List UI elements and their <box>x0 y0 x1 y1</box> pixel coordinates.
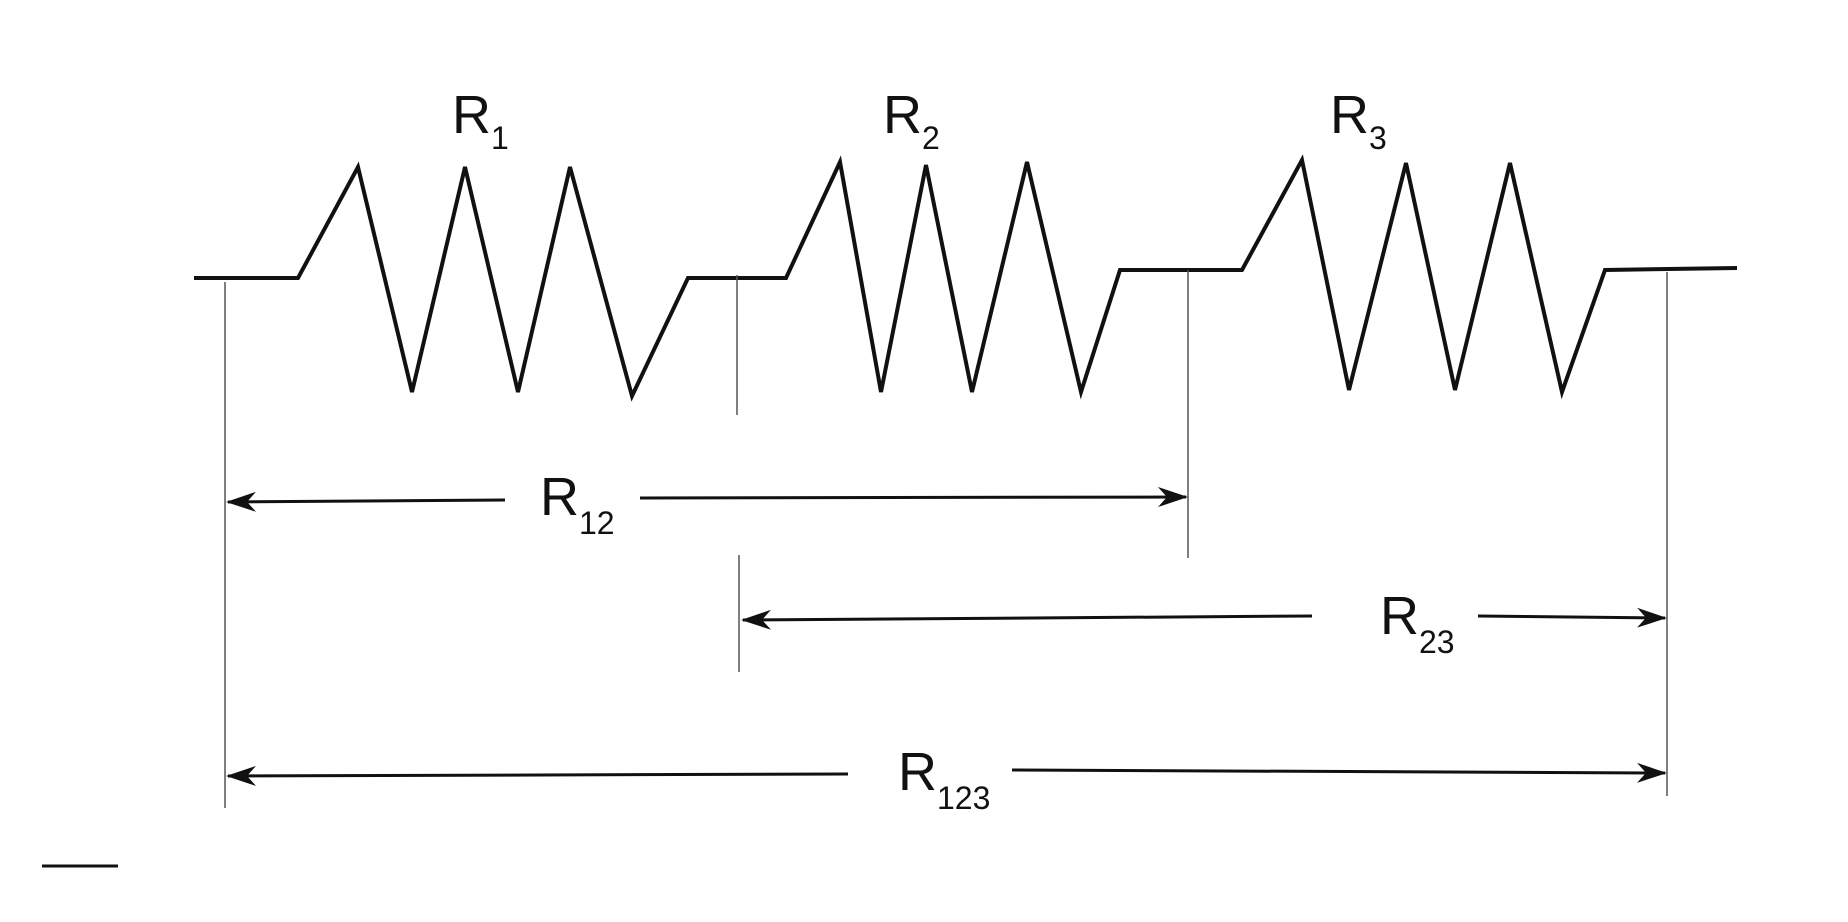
label-r123-symbol: R <box>898 742 937 802</box>
label-r12-subscript: 12 <box>579 505 615 541</box>
label-r12: R12 <box>540 467 615 541</box>
label-r123: R123 <box>898 742 990 816</box>
r123-arrow-right <box>1011 762 1667 783</box>
label-r23-subscript: 23 <box>1419 624 1455 660</box>
label-r2: R2 <box>883 85 940 156</box>
r123-arrow-left <box>226 765 849 786</box>
label-r1-symbol: R <box>452 85 491 145</box>
r12-arrow-right <box>639 487 1188 508</box>
r12-arrow-left <box>226 491 506 512</box>
label-r2-subscript: 2 <box>922 120 940 156</box>
label-r3-symbol: R <box>1330 85 1369 145</box>
label-r3: R3 <box>1330 85 1387 156</box>
label-r1: R1 <box>452 85 509 156</box>
label-r23: R23 <box>1380 586 1455 660</box>
resistor-chain-wire <box>194 154 1738 402</box>
label-r123-subscript: 123 <box>937 780 990 816</box>
r23-arrow-right <box>1477 607 1667 628</box>
label-r12-symbol: R <box>540 467 579 527</box>
label-r2-symbol: R <box>883 85 922 145</box>
label-r1-subscript: 1 <box>491 120 509 156</box>
label-r23-symbol: R <box>1380 586 1419 646</box>
r23-arrow-left <box>741 609 1313 630</box>
label-r3-subscript: 3 <box>1369 120 1387 156</box>
